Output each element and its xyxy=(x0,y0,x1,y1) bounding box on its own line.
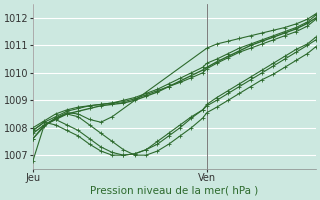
X-axis label: Pression niveau de la mer( hPa ): Pression niveau de la mer( hPa ) xyxy=(90,186,259,196)
